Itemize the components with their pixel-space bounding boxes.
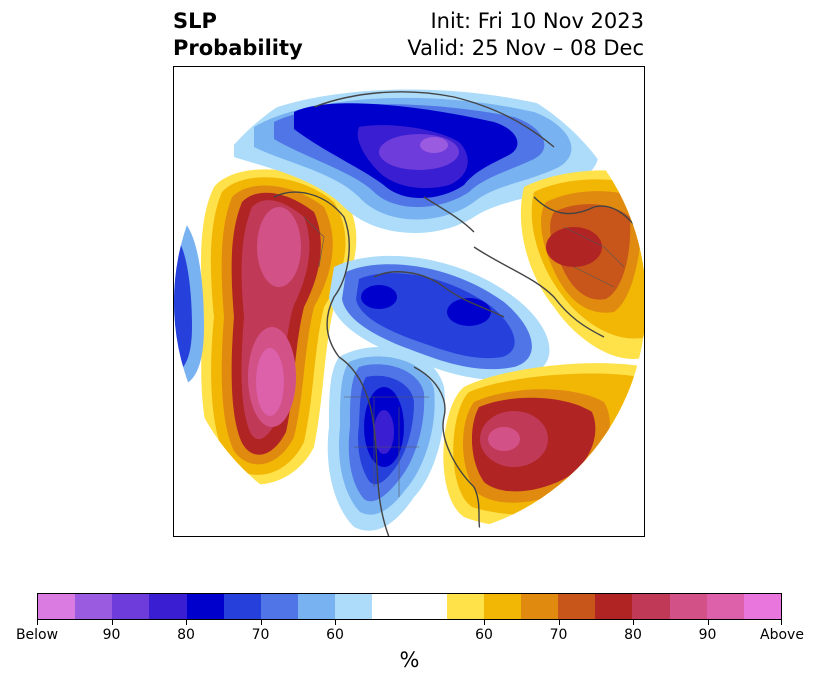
colorbar-segment <box>632 594 670 619</box>
colorbar-tick-label: 80 <box>177 627 195 643</box>
colorbar-segment <box>38 594 76 619</box>
colorbar-tick-label: 60 <box>475 627 493 643</box>
colorbar-segment <box>669 594 707 619</box>
colorbar-segment <box>743 594 782 619</box>
colorbar-tick-mark <box>558 620 560 625</box>
colorbar-segment <box>260 594 299 619</box>
colorbar-segment <box>186 594 224 619</box>
colorbar-segment <box>112 594 150 619</box>
siberia-below-region <box>234 89 599 234</box>
scandinavia-above-region <box>520 170 644 359</box>
colorbar-segment <box>595 594 633 619</box>
title-variable: SLP <box>173 9 217 33</box>
alaska-pacific-above-region <box>201 169 357 485</box>
colorbar-tick-mark <box>781 620 782 625</box>
colorbar-unit: % <box>399 648 420 672</box>
colorbar-segment <box>446 594 484 619</box>
init-date: Init: Fri 10 Nov 2023 <box>430 9 644 33</box>
valid-period: Valid: 25 Nov – 08 Dec <box>407 36 644 60</box>
borders <box>303 216 625 497</box>
colorbar-tick-mark <box>484 620 485 625</box>
colorbar-tick-mark <box>633 620 634 625</box>
colorbar-tick-mark <box>111 620 113 625</box>
colorbar-tick-mark <box>335 620 336 625</box>
colorbar-tick-label: 70 <box>251 627 270 643</box>
colorbar-segment <box>558 594 596 619</box>
colorbar-tick-label: 90 <box>698 627 717 643</box>
probability-map <box>173 66 645 537</box>
map-svg <box>174 67 644 536</box>
north-atlantic-above-region <box>443 363 644 527</box>
colorbar-tick-label: 90 <box>102 627 121 643</box>
coastlines <box>273 91 644 536</box>
colorbar-tick-mark <box>186 620 187 625</box>
colorbar-tick-mark <box>707 620 709 625</box>
title-type: Probability <box>173 36 303 60</box>
pacific-edge-below-region <box>174 217 204 387</box>
colorbar-tick-label: 80 <box>624 627 642 643</box>
title-right: Init: Fri 10 Nov 2023 Valid: 25 Nov – 08… <box>407 8 644 62</box>
colorbar-segment <box>335 594 373 619</box>
colorbar-segment <box>223 594 261 619</box>
colorbar-segment <box>483 594 522 619</box>
colorbar-segment <box>75 594 113 619</box>
colorbar-segment <box>149 594 187 619</box>
colorbar-tick-label: 60 <box>326 627 344 643</box>
colorbar-segment <box>298 594 336 619</box>
colorbar-segment <box>372 594 447 619</box>
north-america-below-region <box>327 347 445 531</box>
canada-arctic-below-region <box>329 255 550 380</box>
colorbar-tick-label: Below <box>15 627 59 643</box>
colorbar-tick-label: Above <box>760 627 804 643</box>
colorbar-segment <box>706 594 744 619</box>
title-left: SLP Probability <box>173 8 303 62</box>
colorbar <box>37 593 782 620</box>
colorbar-tick-mark <box>37 620 38 625</box>
colorbar-segment <box>521 594 559 619</box>
colorbar-tick-mark <box>260 620 262 625</box>
colorbar-tick-label: 70 <box>549 627 568 643</box>
